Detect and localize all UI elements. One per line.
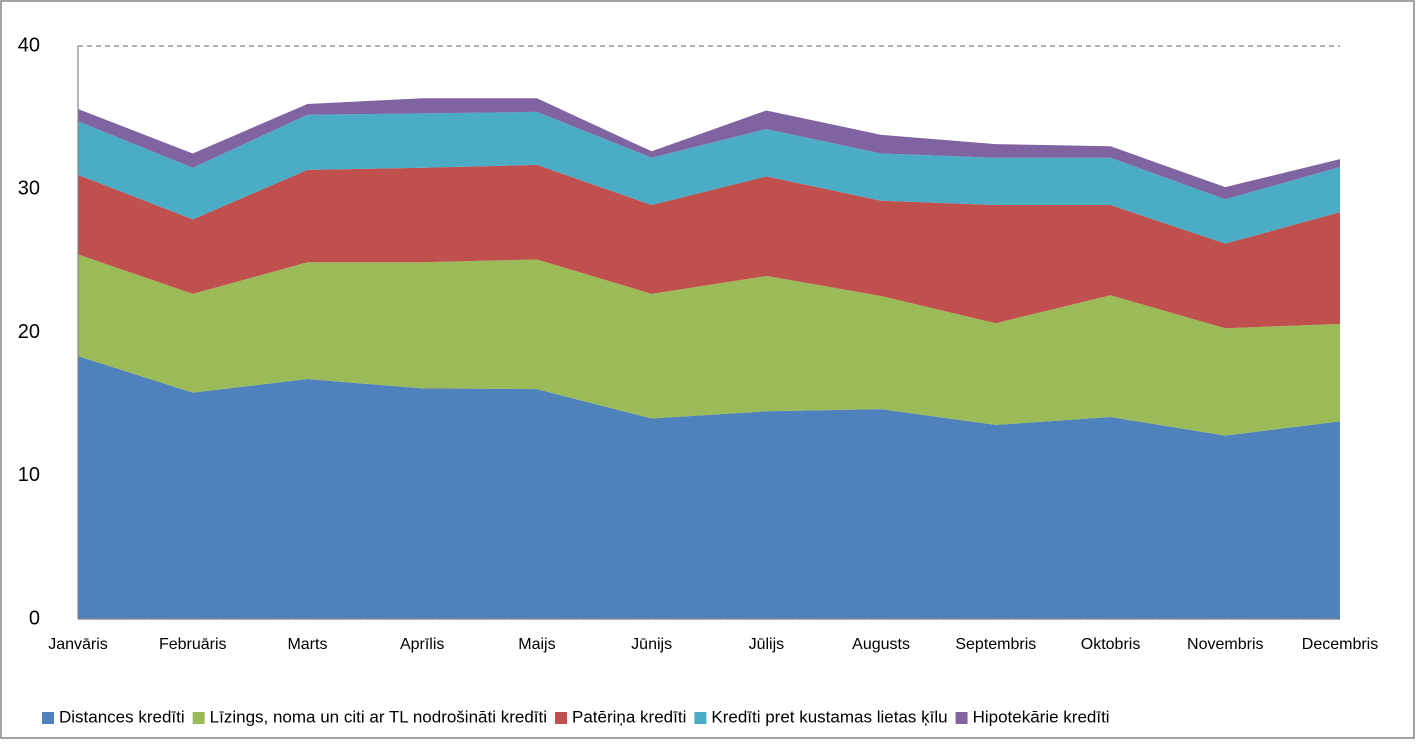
x-tick-label: Augusts [852, 636, 910, 653]
y-tick-label: 20 [18, 321, 40, 343]
legend-label: Patēriņa kredīti [572, 707, 686, 726]
legend-swatch [192, 712, 205, 724]
area [78, 111, 1340, 244]
legend-label: Kredīti pret kustamas lietas ķīlu [711, 707, 947, 726]
x-tick-label: Janvāris [48, 636, 108, 653]
area [78, 98, 1340, 200]
y-tick-label: 0 [29, 607, 40, 629]
legend-label: Līzings, noma un citi ar TL nodrošināti … [210, 707, 547, 726]
area [78, 254, 1340, 436]
area [78, 356, 1340, 619]
legend-swatch [555, 712, 568, 724]
area [78, 164, 1340, 329]
x-tick-label: Jūnijs [631, 636, 672, 653]
x-tick-label: Jūlijs [749, 636, 785, 653]
x-tick-label: Aprīlis [400, 636, 444, 653]
legend-swatch [694, 712, 707, 724]
y-tick-label: 40 [18, 34, 40, 56]
y-tick-label: 30 [18, 178, 40, 200]
x-tick-label: Decembris [1302, 636, 1378, 653]
x-tick-label: Maijs [518, 636, 555, 653]
legend-label: Distances kredīti [59, 707, 185, 726]
x-tick-label: Marts [287, 636, 327, 653]
legend-swatch [955, 712, 968, 724]
legend-label: Hipotekārie kredīti [973, 707, 1110, 726]
y-tick-label: 10 [18, 464, 40, 486]
x-tick-label: Februāris [159, 636, 227, 653]
x-tick-label: Novembris [1187, 636, 1263, 653]
x-tick-label: Septembris [955, 636, 1036, 653]
legend-swatch [42, 712, 54, 724]
x-tick-label: Oktobris [1081, 636, 1141, 653]
